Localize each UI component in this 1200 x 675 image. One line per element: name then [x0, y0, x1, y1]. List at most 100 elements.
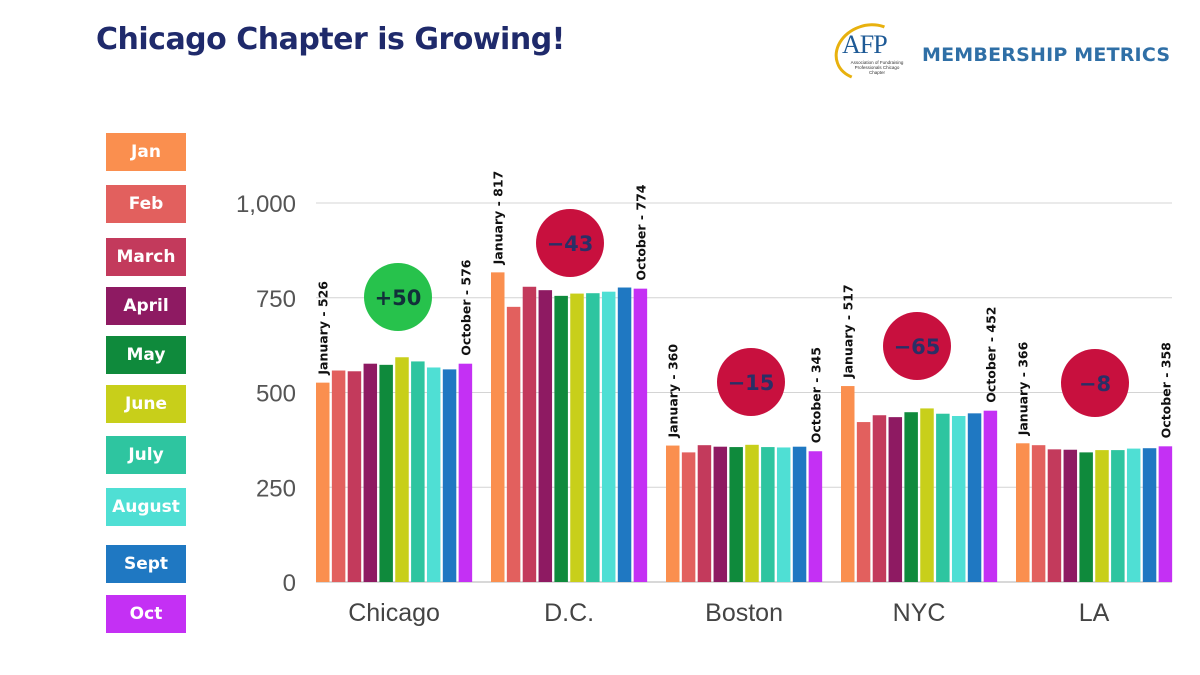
bar-la-march: [1047, 449, 1062, 582]
legend-item-april: April: [106, 287, 186, 325]
legend-item-july: July: [106, 436, 186, 474]
start-value-label: January - 526: [316, 281, 331, 376]
legend-item-march: March: [106, 238, 186, 276]
start-value-label: January - 360: [666, 344, 681, 439]
bar-boston-august: [776, 447, 791, 582]
bar-nyc-june: [920, 408, 934, 582]
bar-chicago-sept: [442, 369, 457, 582]
end-value-label: October - 358: [1158, 342, 1173, 438]
legend-item-feb: Feb: [106, 185, 186, 223]
bar-la-july: [1111, 450, 1125, 582]
bar-chicago-jan: [316, 382, 330, 582]
bar-boston-jan: [666, 445, 680, 582]
x-category-label: D.C.: [544, 599, 594, 627]
bar-dc-oct: [633, 288, 648, 582]
end-value-label: October - 576: [458, 259, 473, 355]
bar-nyc-oct: [983, 410, 998, 582]
bar-la-june: [1095, 450, 1109, 582]
bar-dc-march: [522, 286, 537, 582]
x-category-label: Boston: [705, 599, 783, 627]
bar-boston-sept: [792, 446, 807, 582]
bar-chicago-feb: [331, 370, 346, 582]
change-badge: [536, 209, 604, 277]
legend-item-oct: Oct: [106, 595, 186, 633]
bar-nyc-august: [951, 415, 966, 582]
bar-dc-july: [586, 293, 600, 582]
bar-nyc-march: [872, 415, 887, 582]
bar-boston-april: [713, 446, 728, 582]
legend-item-august: August: [106, 488, 186, 526]
bars: [316, 272, 1173, 582]
bar-chicago-april: [363, 363, 378, 582]
change-badge-label: −43: [547, 232, 594, 256]
bar-la-may: [1079, 452, 1093, 582]
bar-chicago-oct: [458, 363, 473, 582]
bar-dc-august: [601, 291, 616, 582]
bar-nyc-feb: [856, 422, 871, 582]
bar-chicago-march: [347, 371, 362, 582]
start-value-label: January - 817: [491, 171, 506, 266]
bar-nyc-april: [888, 417, 903, 582]
end-value-label: October - 345: [808, 347, 823, 443]
end-value-label: October - 452: [983, 307, 998, 403]
change-badge-label: +50: [375, 286, 422, 310]
bar-la-feb: [1031, 445, 1046, 582]
x-category-label: LA: [1079, 599, 1110, 627]
bar-dc-sept: [617, 287, 632, 582]
bar-la-april: [1063, 449, 1078, 582]
bar-dc-feb: [506, 306, 521, 582]
legend-item-june: June: [106, 385, 186, 423]
end-value-label: October - 774: [633, 184, 648, 280]
bar-la-oct: [1158, 446, 1173, 582]
legend-item-sept: Sept: [106, 545, 186, 583]
bar-dc-june: [570, 293, 584, 582]
y-tick-label: 1,000: [236, 191, 296, 218]
page-title: Chicago Chapter is Growing!: [96, 22, 565, 57]
change-badge: [883, 312, 951, 380]
change-badge: [717, 348, 785, 416]
bar-la-august: [1126, 448, 1141, 582]
x-category-label: NYC: [893, 599, 946, 627]
bar-boston-july: [761, 447, 775, 582]
legend-item-may: May: [106, 336, 186, 374]
annotations: January - 526 October - 576 January - 817 O…: [316, 171, 1174, 444]
bar-boston-june: [745, 444, 759, 582]
bar-nyc-may: [904, 412, 918, 582]
y-tick-label: 0: [283, 570, 296, 597]
y-axis: 0 250 500 750 1,000: [236, 191, 296, 597]
start-value-label: January - 517: [841, 284, 856, 379]
y-tick-label: 500: [256, 381, 296, 408]
bar-nyc-july: [936, 413, 950, 582]
x-category-label: Chicago: [348, 599, 440, 627]
change-badge-label: −8: [1079, 372, 1111, 396]
bar-la-sept: [1142, 448, 1157, 582]
change-badge: [364, 263, 432, 331]
bar-boston-feb: [681, 452, 696, 582]
bar-chicago-june: [395, 357, 409, 582]
y-tick-label: 250: [256, 475, 296, 502]
logo-text: AFP: [842, 30, 888, 59]
bar-dc-jan: [491, 272, 505, 582]
bar-chicago-august: [426, 367, 441, 582]
bar-chicago-may: [379, 364, 393, 582]
membership-metrics-label: MEMBERSHIP METRICS: [922, 44, 1171, 66]
logo-tagline: Association of Fundraising Professionals…: [850, 60, 904, 75]
x-axis: Chicago D.C. Boston NYC LA: [348, 599, 1109, 627]
afp-logo: AFP Association of Fundraising Professio…: [826, 14, 910, 90]
change-badge-label: −65: [894, 335, 941, 359]
bar-boston-may: [729, 447, 743, 582]
bar-dc-april: [538, 290, 553, 582]
bar-chicago-july: [411, 361, 425, 582]
bar-la-jan: [1016, 443, 1030, 582]
change-badge-label: −15: [728, 371, 775, 395]
bar-nyc-jan: [841, 386, 855, 582]
change-badge: [1061, 349, 1129, 417]
y-tick-label: 750: [256, 286, 296, 313]
legend-item-jan: Jan: [106, 133, 186, 171]
bar-nyc-sept: [967, 413, 982, 582]
bar-boston-march: [697, 445, 712, 582]
start-value-label: January - 366: [1016, 341, 1031, 436]
bar-dc-may: [554, 295, 568, 582]
bar-boston-oct: [808, 451, 823, 582]
